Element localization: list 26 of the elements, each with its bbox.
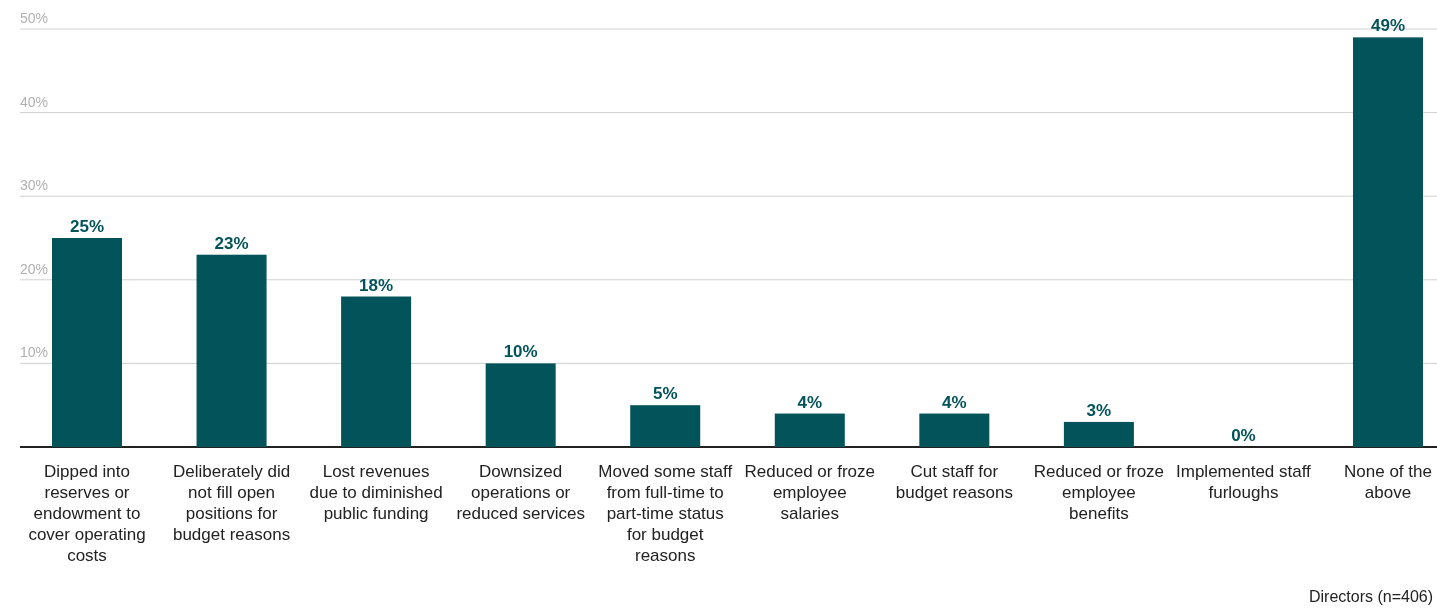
data-label: 10% bbox=[503, 342, 538, 362]
x-tick-label: Reduced or froze employee salaries bbox=[744, 462, 875, 523]
x-tick-label: Downsized operations or reduced services bbox=[456, 462, 585, 523]
text: Directors (n=406) bbox=[1308, 588, 1433, 605]
x-tick-label: Implemented staff furloughs bbox=[1176, 462, 1312, 502]
data-label: 0% bbox=[1231, 426, 1256, 445]
x-tick-label: Cut staff for budget reasons bbox=[895, 462, 1013, 502]
x-tick-label: Lost revenues due to diminished public funding bbox=[309, 462, 443, 523]
data-label: 23% bbox=[214, 233, 249, 253]
data-label: 25% bbox=[69, 217, 105, 236]
data-label: 49% bbox=[1370, 16, 1406, 36]
data-label: 5% bbox=[652, 384, 678, 404]
data-label: 4% bbox=[797, 392, 823, 412]
y-tick-label: 10% bbox=[20, 344, 49, 361]
data-label: 3% bbox=[1086, 400, 1112, 420]
x-tick-label: None of the above bbox=[1344, 462, 1432, 502]
data-label: 18% bbox=[359, 275, 394, 295]
x-tick-label: Reduced or froze employee benefits bbox=[1033, 462, 1165, 523]
x-tick-label: Dipped into reserves or endowment to cover operating costs bbox=[28, 462, 146, 565]
y-tick-label: 40% bbox=[20, 93, 49, 110]
data-label: 4% bbox=[942, 392, 967, 412]
y-tick-label: 30% bbox=[20, 177, 49, 194]
y-tick-label: 20% bbox=[20, 260, 49, 277]
x-tick-label: Moved some staff from full-time to part-time status for budget reasons bbox=[598, 462, 733, 565]
y-tick-label: 50% bbox=[20, 10, 49, 26]
x-tick-label: Deliberately did not fill open positions for budget reasons bbox=[172, 462, 291, 544]
